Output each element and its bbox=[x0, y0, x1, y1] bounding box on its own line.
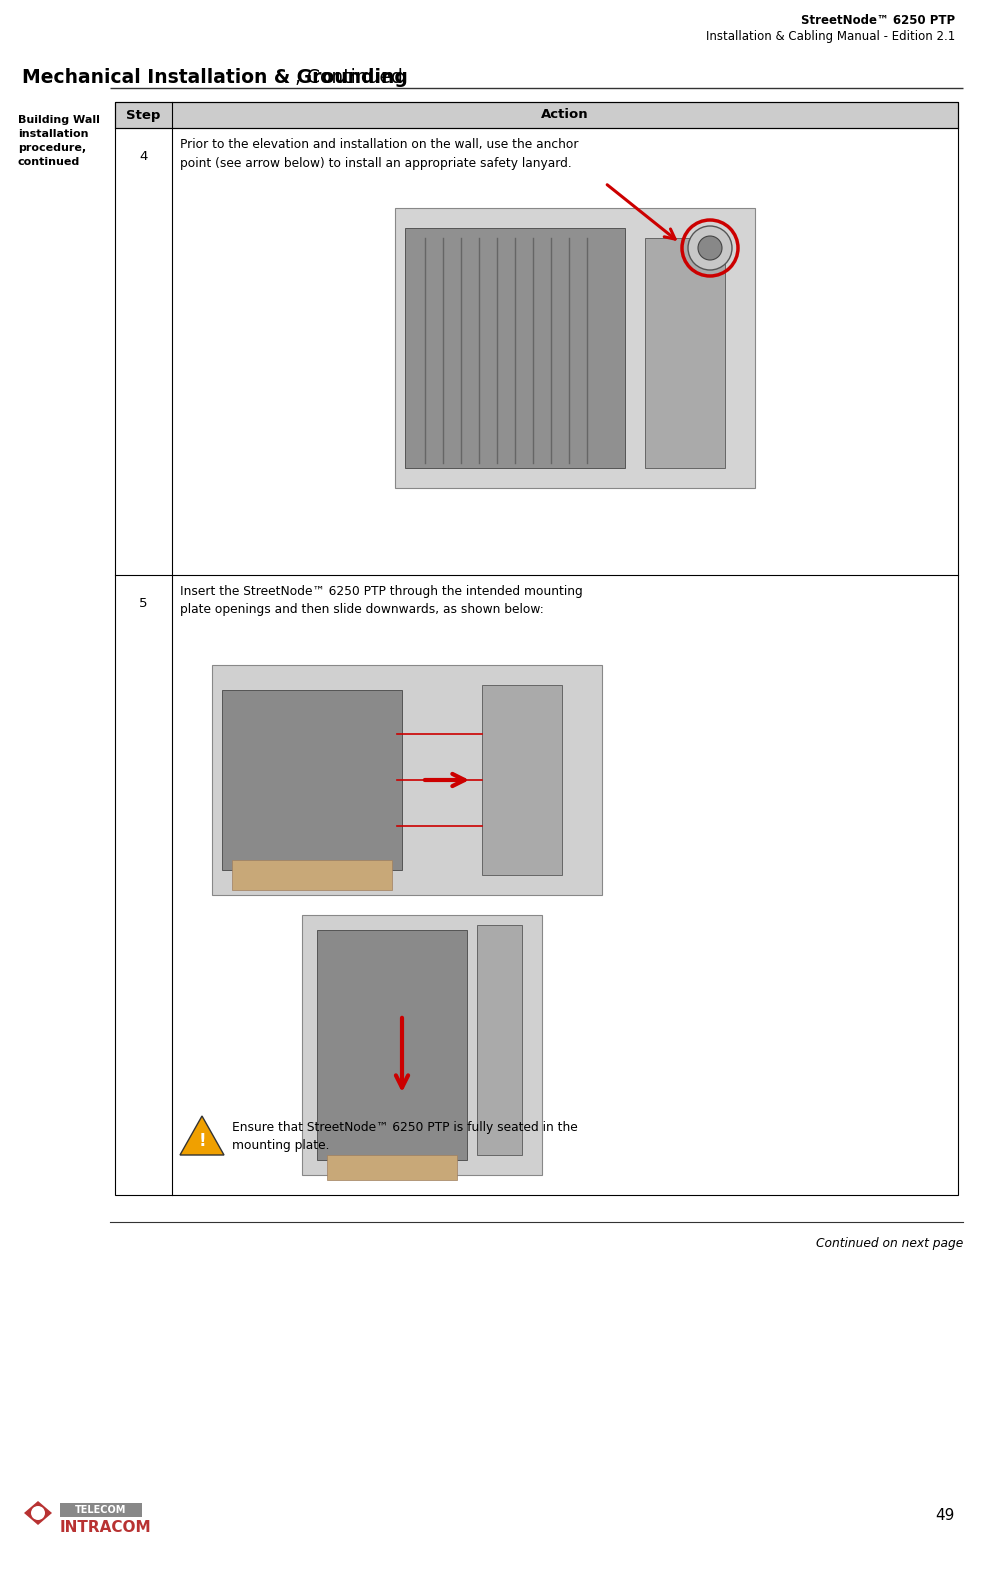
Polygon shape bbox=[180, 1116, 224, 1155]
Text: TELECOM: TELECOM bbox=[76, 1504, 127, 1516]
Bar bbox=[232, 860, 392, 890]
Text: , Continued: , Continued bbox=[295, 68, 402, 87]
Bar bbox=[222, 690, 402, 870]
Text: Prior to the elevation and installation on the wall, use the anchor
point (see a: Prior to the elevation and installation … bbox=[180, 138, 579, 170]
Text: Step: Step bbox=[126, 108, 160, 122]
Bar bbox=[60, 1503, 142, 1517]
Bar bbox=[212, 665, 602, 895]
Bar bbox=[115, 102, 958, 129]
Text: Building Wall
installation
procedure,
continued: Building Wall installation procedure, co… bbox=[18, 114, 99, 167]
Text: !: ! bbox=[198, 1132, 206, 1151]
Text: Action: Action bbox=[541, 108, 588, 122]
Bar bbox=[302, 916, 542, 1174]
Bar bbox=[317, 930, 467, 1160]
Text: StreetNode™ 6250 PTP: StreetNode™ 6250 PTP bbox=[801, 14, 955, 27]
Text: 4: 4 bbox=[140, 151, 148, 163]
Bar bbox=[477, 925, 522, 1155]
Text: INTRACOM: INTRACOM bbox=[60, 1520, 152, 1535]
Text: Insert the StreetNode™ 6250 PTP through the intended mounting
plate openings and: Insert the StreetNode™ 6250 PTP through … bbox=[180, 586, 583, 616]
Text: Ensure that StreetNode™ 6250 PTP is fully seated in the
mounting plate.: Ensure that StreetNode™ 6250 PTP is full… bbox=[232, 1120, 578, 1152]
Bar bbox=[645, 238, 725, 468]
Text: Continued on next page: Continued on next page bbox=[816, 1236, 963, 1251]
Text: 49: 49 bbox=[936, 1508, 955, 1522]
Bar bbox=[327, 1155, 457, 1181]
Text: Installation & Cabling Manual - Edition 2.1: Installation & Cabling Manual - Edition … bbox=[706, 30, 955, 43]
Bar bbox=[482, 686, 562, 874]
Text: Mechanical Installation & Grounding: Mechanical Installation & Grounding bbox=[22, 68, 408, 87]
Text: 5: 5 bbox=[140, 597, 148, 609]
Bar bbox=[115, 102, 958, 1195]
Circle shape bbox=[31, 1506, 45, 1520]
Bar bbox=[405, 229, 625, 468]
Circle shape bbox=[698, 236, 722, 260]
Circle shape bbox=[688, 225, 732, 270]
Polygon shape bbox=[24, 1501, 52, 1525]
Bar bbox=[395, 208, 755, 487]
